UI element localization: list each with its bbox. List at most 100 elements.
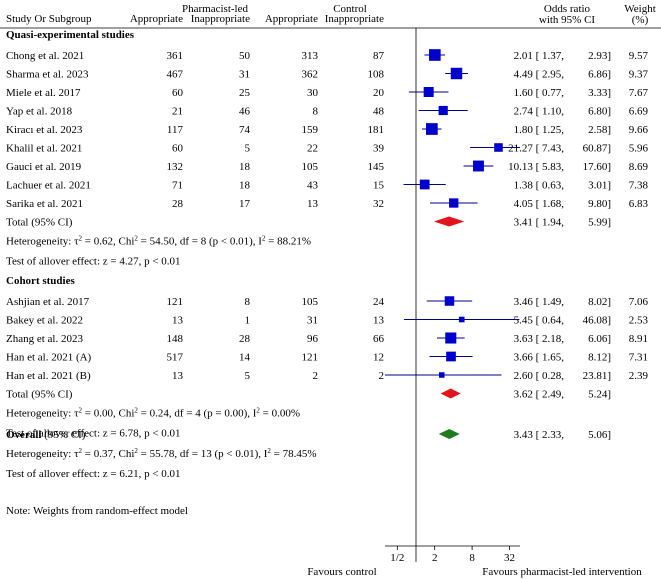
header-study: Study Or Subgroup	[6, 13, 92, 25]
weight-text: 7.38	[629, 180, 649, 192]
pharm-appropriate: 60	[172, 87, 184, 99]
model-note: Note: Weights from random-effect model	[6, 505, 188, 517]
or-square	[423, 86, 434, 98]
overall-effect-test: Test of allover effect: z = 6.78, p < 0.…	[6, 428, 181, 440]
control-appropriate: 30	[307, 87, 319, 99]
heterogeneity-text: Heterogeneity: τ2 = 0.00, Chi2 = 0.24, d…	[6, 407, 300, 420]
pharm-inappropriate: 5	[245, 143, 251, 155]
overall-effect-test: Test of allover effect: z = 6.21, p < 0.…	[6, 468, 181, 480]
ci-upper-text: 23.81]	[583, 370, 611, 382]
header-weight-unit: (%)	[632, 14, 649, 26]
control-appropriate: 22	[307, 143, 318, 155]
or-square	[445, 332, 457, 344]
x-tick-label: 8	[469, 552, 475, 564]
pharm-appropriate: 517	[167, 352, 184, 364]
pharm-inappropriate: 1	[245, 315, 251, 327]
weight-text: 7.67	[629, 87, 649, 99]
pharm-inappropriate: 74	[239, 124, 251, 136]
study-name: Khalil et al. 2021	[6, 143, 82, 155]
or-square	[438, 105, 448, 116]
pharm-inappropriate: 50	[239, 50, 251, 62]
subgroup-total-label: Total (95% CI)	[6, 389, 73, 401]
odds-ratio-text: 1.80 [ 1.25,	[514, 124, 565, 136]
or-square	[458, 316, 465, 323]
weight-text: 2.53	[629, 315, 649, 327]
header-odds-ratio: Odds ratio	[544, 3, 591, 15]
subgroup-title: Quasi-experimental studies	[6, 29, 135, 41]
pharm-appropriate: 148	[167, 333, 184, 345]
or-square	[419, 179, 430, 190]
overall-heterogeneity-text: Heterogeneity: τ2 = 0.37, Chi2 = 55.78, …	[6, 447, 317, 460]
header-control: Control	[333, 3, 367, 15]
study-name: Ashjian et al. 2017	[6, 296, 90, 308]
odds-ratio-text: 2.01 [ 1.37,	[514, 50, 565, 62]
pharm-appropriate: 71	[172, 180, 183, 192]
pharm-inappropriate: 28	[239, 333, 251, 345]
ci-upper-text: 2.58]	[588, 124, 611, 136]
ci-upper-text: 6.80]	[588, 106, 611, 118]
x-tick-label: 1/2	[390, 552, 404, 564]
study-name: Sarika et al. 2021	[6, 198, 83, 210]
pharm-inappropriate: 8	[245, 296, 251, 308]
subgroup-diamond	[440, 388, 461, 399]
control-appropriate: 2	[313, 370, 319, 382]
pharm-inappropriate: 18	[239, 161, 251, 173]
control-inappropriate: 66	[373, 333, 385, 345]
control-appropriate: 313	[302, 50, 319, 62]
pharm-appropriate: 361	[167, 50, 184, 62]
control-inappropriate: 181	[368, 124, 385, 136]
ci-upper-text: 2.93]	[588, 50, 611, 62]
ci-upper-text: 17.60]	[583, 161, 611, 173]
subgroup-title: Cohort studies	[6, 275, 75, 287]
control-inappropriate: 48	[373, 106, 385, 118]
weight-text: 7.31	[629, 352, 648, 364]
header-pharmacist-led: Pharmacist-led	[182, 3, 248, 15]
favours-control-label: Favours control	[307, 566, 376, 578]
study-name: Bakey et al. 2022	[6, 315, 83, 327]
heterogeneity-text: Heterogeneity: τ2 = 0.62, Chi2 = 54.50, …	[6, 235, 311, 248]
or-square	[450, 67, 463, 80]
or-square	[494, 143, 503, 152]
odds-ratio-text: 2.60 [ 0.28,	[514, 370, 565, 382]
weight-text: 6.69	[629, 106, 649, 118]
ci-upper-text: 8.12]	[588, 352, 611, 364]
control-appropriate: 159	[302, 124, 319, 136]
pharm-appropriate: 13	[172, 370, 184, 382]
study-name: Yap et al. 2018	[6, 106, 73, 118]
control-appropriate: 31	[307, 315, 318, 327]
ci-upper-text: 9.80]	[588, 198, 611, 210]
or-square	[426, 123, 438, 135]
weight-text: 5.96	[629, 143, 649, 155]
control-inappropriate: 2	[379, 370, 385, 382]
study-name: Kiracı et al. 2023	[6, 124, 83, 136]
control-inappropriate: 39	[373, 143, 385, 155]
or-square	[429, 49, 441, 61]
pharm-inappropriate: 31	[239, 69, 250, 81]
or-square	[446, 351, 456, 362]
control-appropriate: 96	[307, 333, 319, 345]
odds-ratio-text: 4.49 [ 2.95,	[514, 69, 565, 81]
odds-ratio-text: 5.45 [ 0.64,	[514, 315, 565, 327]
overall-diamond	[438, 429, 460, 439]
ci-upper-text: 3.01]	[588, 180, 611, 192]
control-appropriate: 121	[302, 352, 319, 364]
weight-text: 8.91	[629, 333, 648, 345]
x-tick-label: 2	[432, 552, 438, 564]
study-name: Gauci et al. 2019	[6, 161, 82, 173]
control-inappropriate: 20	[373, 87, 385, 99]
weight-text: 9.57	[629, 50, 649, 62]
odds-ratio-text: 3.66 [ 1.65,	[514, 352, 565, 364]
pharm-appropriate: 60	[172, 143, 184, 155]
control-inappropriate: 32	[373, 198, 384, 210]
control-inappropriate: 15	[373, 180, 385, 192]
control-inappropriate: 12	[373, 352, 384, 364]
study-name: Sharma et al. 2023	[6, 69, 89, 81]
ci-upper-text: 60.87]	[583, 143, 611, 155]
study-name: Zhang et al. 2023	[6, 333, 83, 345]
subgroup-diamond	[433, 216, 465, 227]
odds-ratio-text: 1.38 [ 0.63,	[514, 180, 565, 192]
or-square	[449, 198, 459, 208]
or-square	[444, 296, 455, 306]
ci-upper-text: 8.02]	[588, 296, 611, 308]
weight-text: 6.83	[629, 198, 649, 210]
